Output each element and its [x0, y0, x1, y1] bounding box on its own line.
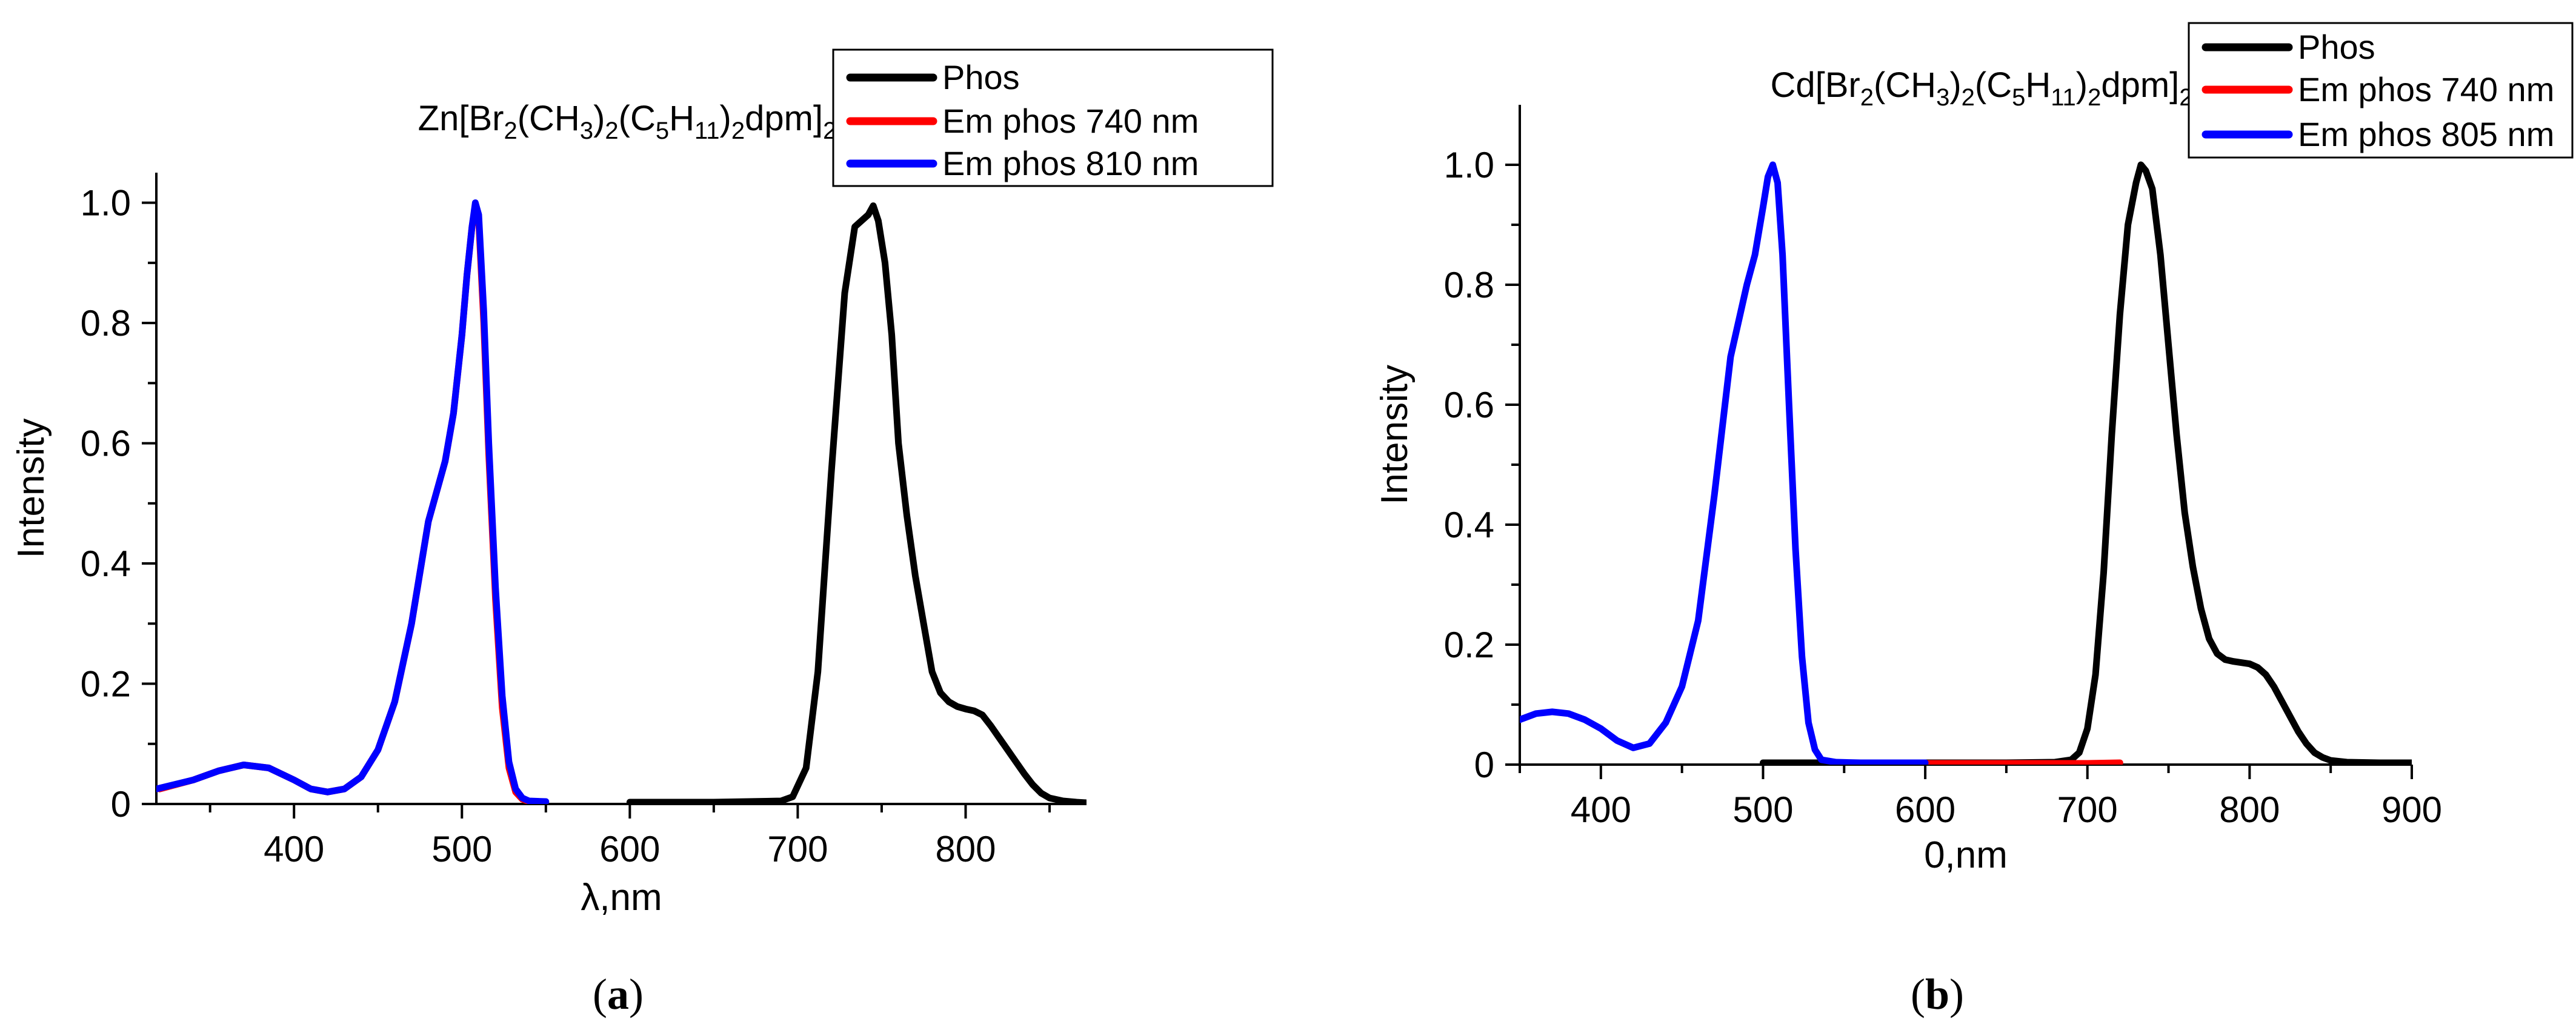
chart-a-y-tick-label: 0: [111, 784, 131, 825]
chart-a-title: Zn[Br2(CH3)2(C5H11)2dpm]2: [418, 99, 837, 144]
chart-a: 400 500 600 700 800 0 0.2 0.4 0.6 0.8 1.0 λ,nm Inten…: [10, 48, 1274, 1018]
chart-a-x-tick-label: 700: [767, 829, 828, 869]
chart-a-y-tick-label: 0.8: [81, 303, 131, 344]
chart-b-x-tick-label: 600: [1895, 789, 1955, 830]
chart-b-series-phos: [1760, 161, 2412, 765]
chart-b-title: Cd[Br2(CH3)2(C5H11)2dpm]2: [1770, 65, 2192, 111]
chart-a-legend-label: Em phos 810 nm: [942, 144, 1199, 182]
chart-a-series-em-phos-810-nm: [156, 199, 550, 804]
chart-b-y-tick-label: 0.4: [1444, 505, 1494, 545]
chart-b-y-tick-label: 0.2: [1444, 625, 1494, 665]
chart-a-x-tick-label: 800: [935, 829, 996, 869]
chart-b-y-tick-label: 1.0: [1444, 145, 1494, 185]
chart-b: 400 500 600 700 800 900 0 0.2 0.4 0.6 0.8 1.0 0,nm In…: [1374, 22, 2574, 1018]
chart-b-legend: Phos Em phos 740 nm Em phos 805 nm: [2188, 22, 2574, 159]
chart-b-caption: (b): [1911, 970, 1964, 1018]
chart-a-legend-label: Phos: [942, 58, 1020, 96]
chart-a-y-axis-title: Intensity: [10, 419, 52, 559]
chart-a-series-phos: [626, 202, 1087, 804]
chart-b-y-axis-title: Intensity: [1374, 365, 1416, 505]
chart-a-y-tick-label: 1.0: [81, 183, 131, 224]
chart-b-x-tick-label: 800: [2219, 789, 2280, 830]
chart-b-legend-label: Em phos 805 nm: [2298, 115, 2554, 153]
chart-a-x-tick-label: 500: [431, 829, 492, 869]
chart-b-x-tick-label: 500: [1732, 789, 1793, 830]
chart-a-legend-label: Em phos 740 nm: [942, 102, 1199, 140]
chart-a-y-tick-label: 0.2: [81, 664, 131, 705]
chart-a-legend: Phos Em phos 740 nm Em phos 810 nm: [832, 48, 1274, 187]
chart-a-x-tick-label: 400: [264, 829, 324, 869]
chart-b-x-tick-label: 400: [1571, 789, 1631, 830]
chart-b-x-axis-title: 0,nm: [1924, 834, 2008, 876]
chart-b-legend-label: Em phos 740 nm: [2298, 70, 2554, 108]
chart-a-x-axis-title: λ,nm: [581, 877, 662, 918]
chart-a-y-tick-label: 0.4: [81, 543, 131, 584]
chart-a-x-tick-label: 600: [599, 829, 660, 869]
chart-b-y-tick-label: 0: [1474, 745, 1494, 785]
chart-a-y-tick-label: 0.6: [81, 423, 131, 464]
chart-b-legend-label: Phos: [2298, 28, 2375, 66]
chart-b-x-tick-label: 900: [2381, 789, 2442, 830]
chart-b-y-tick-label: 0.6: [1444, 385, 1494, 425]
chart-b-series-em-phos-805-nm: [1520, 161, 1929, 765]
chart-a-caption: (a): [593, 970, 644, 1018]
chart-b-y-tick-label: 0.8: [1444, 265, 1494, 305]
chart-b-x-tick-label: 700: [2057, 789, 2118, 830]
